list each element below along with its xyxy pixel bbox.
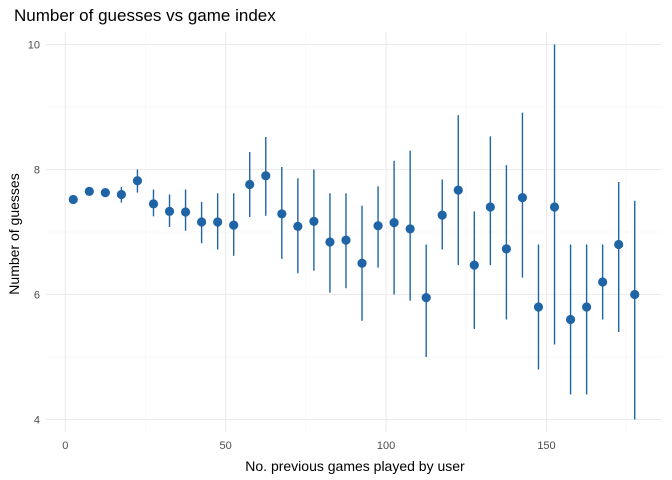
data-point	[549, 202, 560, 212]
y-tick-labels: 4 6 8 10	[28, 40, 40, 427]
data-point	[453, 185, 463, 195]
data-point	[213, 217, 223, 227]
data-point	[261, 171, 271, 181]
data-point	[501, 244, 511, 254]
data-point	[245, 179, 255, 190]
data-points	[68, 171, 640, 325]
data-point	[132, 176, 143, 186]
data-point	[469, 260, 479, 270]
data-point	[565, 314, 576, 325]
data-point	[421, 293, 431, 303]
data-point	[598, 277, 608, 287]
data-point	[68, 194, 78, 205]
data-point	[357, 258, 367, 268]
y-tick-label: 6	[34, 290, 40, 302]
data-point	[148, 199, 159, 209]
y-tick-label: 8	[34, 165, 40, 177]
data-point	[293, 221, 303, 231]
data-point	[582, 302, 592, 312]
data-point	[309, 216, 319, 226]
data-point	[100, 188, 110, 198]
data-point	[614, 239, 624, 250]
x-tick-label: 100	[377, 440, 395, 452]
data-point	[630, 289, 640, 300]
data-point	[437, 210, 447, 220]
x-tick-label: 0	[62, 440, 68, 452]
data-point	[341, 235, 351, 245]
y-tick-label: 4	[34, 415, 40, 427]
data-point	[164, 206, 175, 216]
y-axis-title: Number of guesses	[6, 173, 22, 294]
data-point	[229, 220, 239, 230]
x-tick-label: 50	[220, 440, 232, 452]
x-axis-title: No. previous games played by user	[245, 458, 465, 474]
x-tick-labels: 0 50 100 150	[62, 440, 555, 452]
data-point	[373, 221, 383, 231]
y-tick-label: 10	[28, 40, 40, 52]
data-point	[405, 224, 415, 234]
data-point	[517, 193, 528, 203]
data-point	[84, 186, 94, 196]
data-point	[533, 302, 544, 312]
chart-title: Number of guesses vs game index	[14, 6, 276, 25]
data-point	[325, 237, 335, 247]
data-point	[277, 209, 287, 219]
data-point	[197, 217, 207, 227]
data-point	[485, 202, 495, 212]
data-point	[116, 189, 126, 200]
data-point	[389, 218, 399, 228]
grid-lines	[46, 32, 662, 432]
data-point	[180, 207, 191, 217]
x-tick-label: 150	[537, 440, 555, 452]
